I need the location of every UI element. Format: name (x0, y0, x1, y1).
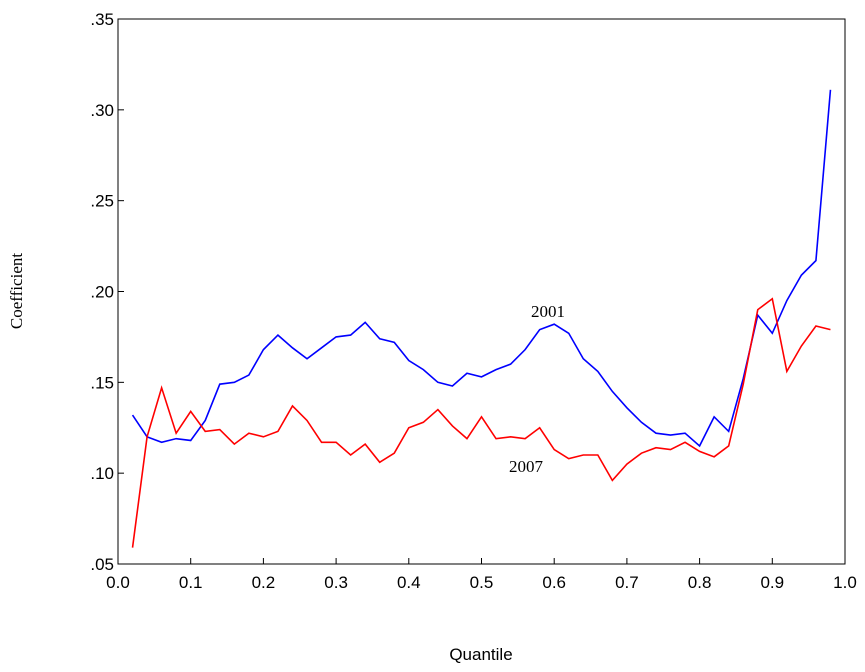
series-line (131, 89, 832, 448)
x-tick-label: 0.5 (470, 573, 494, 592)
x-tick-label: 0.2 (252, 573, 276, 592)
y-tick-label: .15 (90, 373, 114, 392)
x-tick-label: 0.6 (542, 573, 566, 592)
series-line (131, 297, 831, 548)
y-tick-label: .05 (90, 555, 114, 574)
x-tick-label: 0.0 (106, 573, 130, 592)
x-tick-label: 0.7 (615, 573, 639, 592)
plot-frame (117, 18, 846, 565)
y-tick-label: .25 (90, 192, 114, 211)
series-label: 2001 (531, 302, 565, 321)
series-label: 2007 (509, 457, 544, 476)
y-tick-label: .10 (90, 464, 114, 483)
x-tick-label: 1.0 (833, 573, 857, 592)
x-tick-label: 0.8 (688, 573, 712, 592)
x-tick-label: 0.1 (179, 573, 203, 592)
x-axis-label: Quantile (449, 645, 512, 664)
x-tick-label: 0.4 (397, 573, 421, 592)
y-tick-label: .30 (90, 101, 114, 120)
x-tick-label: 0.9 (760, 573, 784, 592)
y-tick-label: .20 (90, 283, 114, 302)
y-tick-label: .35 (90, 10, 114, 29)
x-tick-label: 0.3 (324, 573, 348, 592)
y-axis-label: Coefficient (7, 253, 26, 329)
